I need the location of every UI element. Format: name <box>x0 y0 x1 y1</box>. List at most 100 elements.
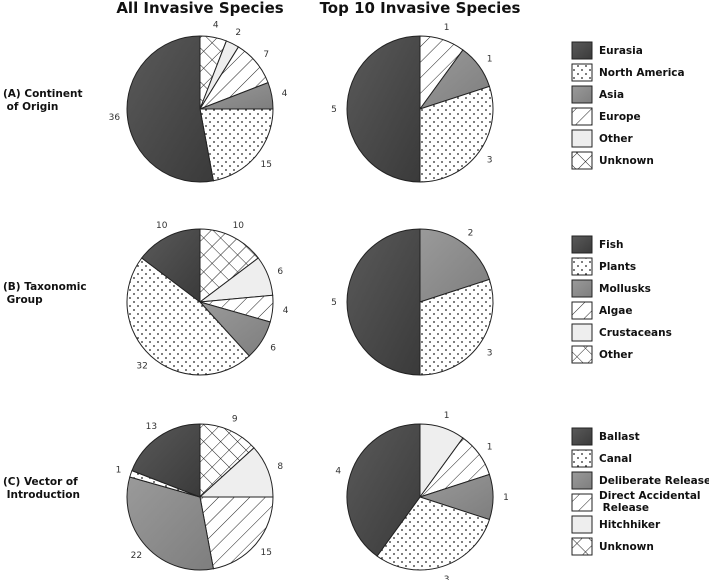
legend-swatch-dark <box>571 235 593 254</box>
pie-slice-canal <box>376 496 491 571</box>
legend-label: Fish <box>599 239 624 251</box>
legend-label: Unknown <box>599 155 654 167</box>
legend-label: Algae <box>599 305 632 317</box>
legend-swatch-dots <box>571 449 593 468</box>
row-label-line: Group <box>3 294 43 306</box>
slice-value-label: 36 <box>109 113 121 123</box>
legend-swatch-cross <box>571 345 593 364</box>
slice-value-label: 3 <box>444 575 450 580</box>
slice-value-label: 6 <box>270 343 276 353</box>
legend-swatch-dark <box>571 41 593 60</box>
legend-label: Asia <box>599 89 624 101</box>
slice-value-label: 2 <box>235 28 241 38</box>
legend-label: Plants <box>599 261 636 273</box>
slice-value-label: 1 <box>444 411 450 421</box>
legend-label: Other <box>599 133 634 145</box>
slice-value-label: 5 <box>331 105 337 115</box>
legend-label: Hitchhiker <box>599 519 661 531</box>
slice-value-label: 10 <box>233 221 245 231</box>
pie-chart: 1 1 1 3 4 <box>335 411 509 580</box>
pie-slice-fish <box>141 228 201 304</box>
row-label-line: (C) Vector of <box>3 476 78 488</box>
column-title-all: All Invasive Species <box>116 0 283 17</box>
legend-swatch-hatch <box>571 107 593 126</box>
slice-value-label: 22 <box>131 551 142 561</box>
slice-value-label: 13 <box>146 422 157 432</box>
legend: Ballast Canal Deliberate Release Direct Acc… <box>571 427 709 556</box>
legend-label: North America <box>599 67 685 79</box>
legend-label: Ballast <box>599 431 640 443</box>
slice-value-label: 1 <box>487 55 493 65</box>
slice-value-label: 1 <box>503 493 509 503</box>
slice-value-label: 1 <box>487 443 493 453</box>
legend-label: Direct Accidental Release <box>599 490 701 514</box>
row-label: (C) Vector of Introduction <box>3 476 80 501</box>
slice-value-label: 5 <box>331 298 337 308</box>
row-label-line: of Origin <box>3 101 58 113</box>
row-label-line: (A) Continent <box>3 88 82 100</box>
legend-swatch-hatch <box>571 493 593 512</box>
pie-slice-mollusks <box>419 228 491 303</box>
legend-label-line: Direct Accidental <box>599 490 701 502</box>
pie-slice-north-america <box>419 85 494 183</box>
row-label-line: (B) Taxonomic <box>3 281 87 293</box>
legend-label: Other <box>599 349 634 361</box>
pie-chart: 10 6 4 6 32 10 <box>126 221 289 376</box>
legends: Eurasia North America Asia Europe Other Unkno… <box>571 41 709 556</box>
pie-slice-unknown <box>199 423 255 499</box>
pie-chart: 9 8 15 22 1 13 <box>116 414 283 571</box>
slice-value-label: 8 <box>277 462 283 472</box>
slice-value-label: 32 <box>136 362 147 372</box>
legend-swatch-light <box>571 323 593 342</box>
row-labels: (A) Continent of Origin (B) Taxonomic Gro… <box>3 88 87 501</box>
legend-label: Mollusks <box>599 283 651 295</box>
legend-label: Eurasia <box>599 45 643 57</box>
legend: Fish Plants Mollusks Algae Crustaceans Other <box>571 235 672 364</box>
slice-value-label: 15 <box>260 160 271 170</box>
legend-swatch-dots <box>571 63 593 82</box>
slice-value-label: 6 <box>277 267 283 277</box>
pie-chart: 2 3 5 <box>331 228 494 376</box>
row-label: (A) Continent of Origin <box>3 88 82 113</box>
legend-swatch-cross <box>571 151 593 170</box>
legend-swatch-gray <box>571 85 593 104</box>
slice-value-label: 1 <box>116 466 122 476</box>
legend-swatch-light <box>571 515 593 534</box>
slice-value-label: 9 <box>232 414 238 424</box>
row-label-line: Introduction <box>3 489 80 501</box>
pie-slice-eurasia <box>346 35 421 183</box>
pie-slice-plants <box>419 278 494 376</box>
legend-label: Europe <box>599 111 641 123</box>
slice-value-label: 10 <box>156 221 168 231</box>
pie-slice-north-america <box>199 108 274 182</box>
slice-value-label: 3 <box>487 156 493 166</box>
slice-value-label: 1 <box>444 23 450 33</box>
legend-swatch-light <box>571 129 593 148</box>
slice-value-label: 4 <box>283 306 289 316</box>
legend-swatch-hatch <box>571 301 593 320</box>
slice-value-label: 3 <box>487 349 493 359</box>
pie-slice-ballast <box>131 423 201 498</box>
legend: Eurasia North America Asia Europe Other Unkno… <box>571 41 685 170</box>
slice-value-label: 4 <box>213 21 219 31</box>
pie-slice-ballast <box>346 423 421 557</box>
legend-label: Canal <box>599 453 632 465</box>
row-label: (B) Taxonomic Group <box>3 281 87 306</box>
legend-label: Unknown <box>599 541 654 553</box>
pie-slice-fish <box>346 228 421 376</box>
pie-chart: 1 1 3 5 <box>331 23 494 183</box>
legend-swatch-gray <box>571 279 593 298</box>
legend-label-line: Release <box>599 502 649 514</box>
pie-slice-eurasia <box>126 35 214 183</box>
slice-value-label: 15 <box>260 548 271 558</box>
legend-swatch-dots <box>571 257 593 276</box>
slice-value-label: 2 <box>468 228 474 238</box>
pie-slice-other <box>199 228 259 304</box>
legend-label: Crustaceans <box>599 327 672 339</box>
pie-chart: 4 2 7 4 15 36 <box>109 21 288 183</box>
pie-slice-plants <box>126 257 250 376</box>
legend-swatch-cross <box>571 537 593 556</box>
